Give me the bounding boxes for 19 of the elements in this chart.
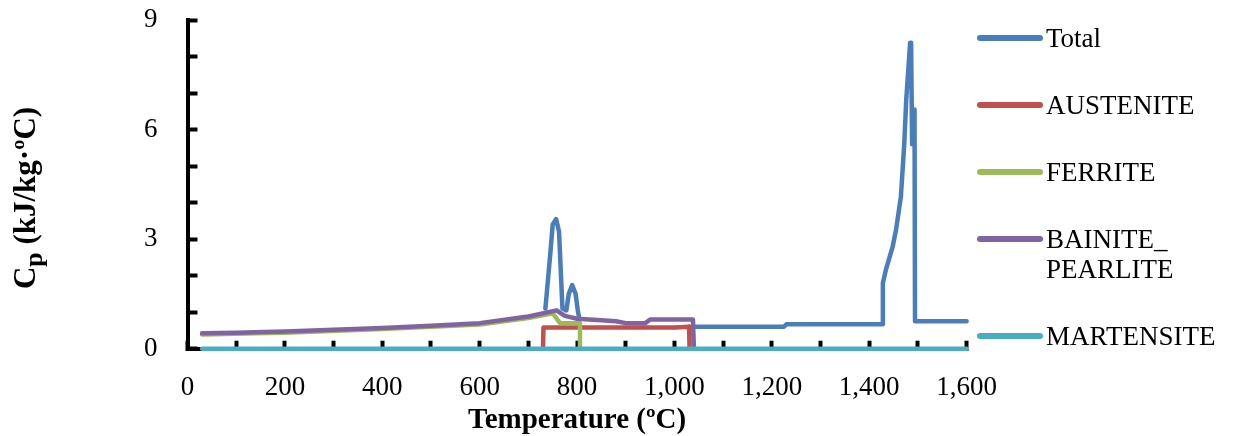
legend-label: AUSTENITE [1045,90,1196,120]
x-tick-label: 400 [362,370,403,401]
y-tick-label: 0 [144,331,158,362]
legend-label: Total [1045,23,1103,53]
x-tick-label: 1,600 [936,370,997,401]
x-tick-label: 1,000 [644,370,705,401]
legend-label: BAINITE_PEARLITE [1045,224,1175,284]
legend-label: MARTENSITE [1045,321,1217,351]
x-tick-label: 600 [459,370,500,401]
x-axis-title: Temperature (ºC) [467,401,687,435]
y-tick-label: 9 [144,3,158,34]
x-tick-label: 1,400 [838,370,900,401]
x-tick-label: 1,200 [741,370,803,401]
x-tick-label: 200 [264,370,306,401]
legend-label: FERRITE [1045,157,1157,187]
x-tick-label: 800 [556,370,598,401]
y-tick-label: 6 [144,112,158,143]
y-tick-label: 3 [144,222,158,253]
x-tick-label: 0 [180,370,195,401]
